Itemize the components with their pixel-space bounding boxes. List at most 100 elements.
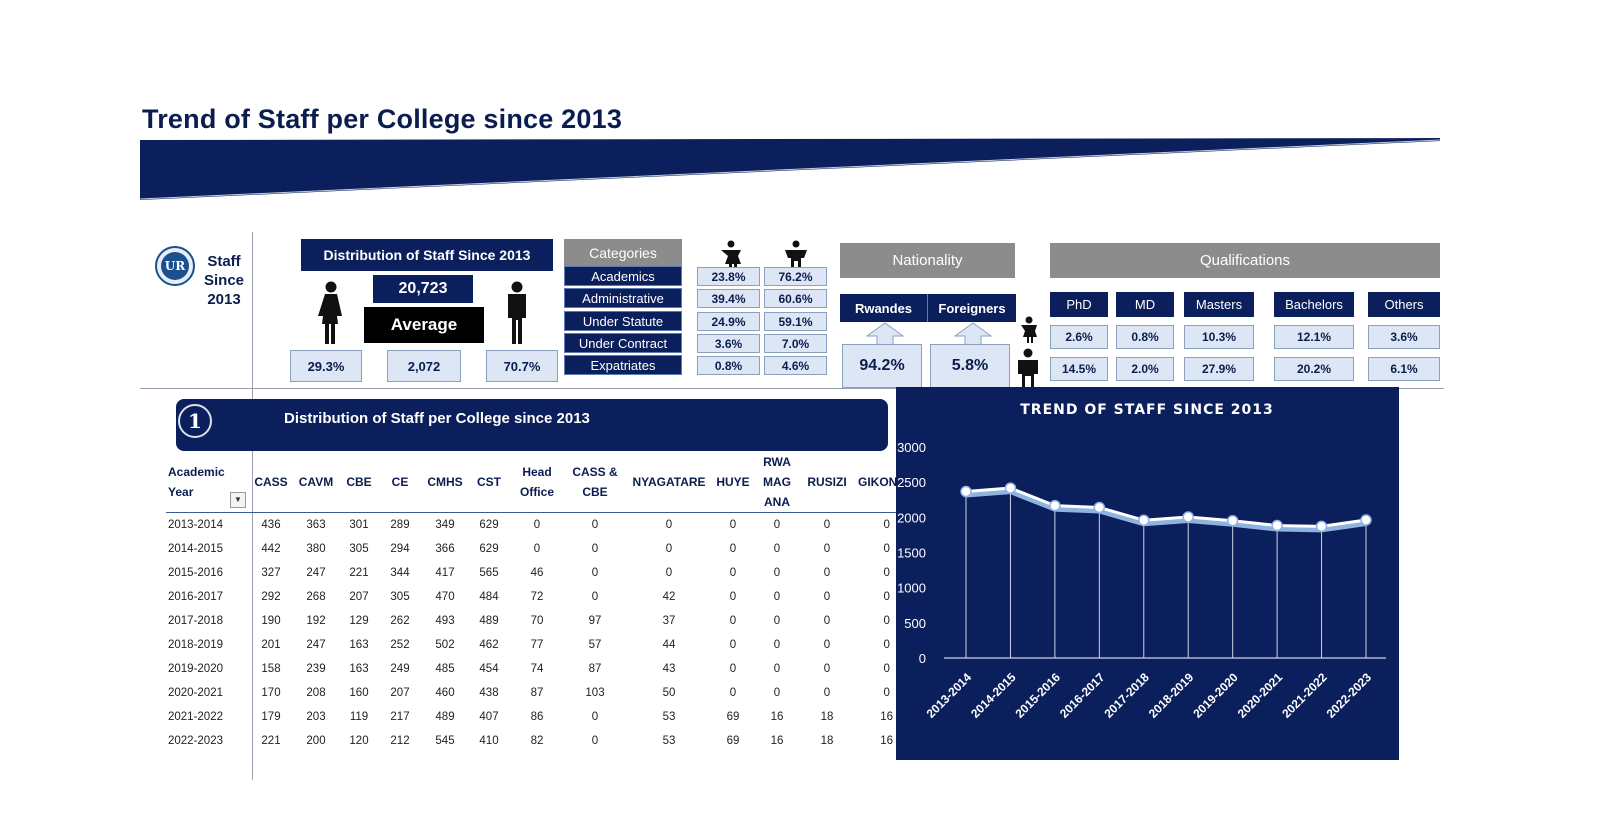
table-cell: 77	[530, 639, 544, 651]
table-row: 2013-201443636330128934962900000002367	[166, 513, 967, 538]
series-line-shadow	[965, 488, 1367, 533]
column-header-line: HUYE	[716, 475, 750, 489]
table-cell: 0	[773, 591, 781, 603]
table-row: 2016-20172922682073054704847204200002140	[166, 585, 967, 609]
table-cell: 344	[390, 567, 410, 579]
table-cell: 0	[533, 543, 541, 555]
table-cell: 489	[479, 615, 499, 627]
table-cell: 0	[773, 615, 781, 627]
column-header-academic-year[interactable]: Academic Year ▼	[166, 452, 250, 513]
table-cell: 0	[823, 543, 831, 555]
y-tick-label: 0	[919, 651, 926, 666]
x-tick-label: 2018-2019	[1146, 670, 1197, 721]
table-cell: 207	[349, 591, 369, 603]
table-cell: 0	[883, 591, 890, 603]
page-title: Trend of Staff per College since 2013	[142, 104, 623, 134]
table-cell: 436	[261, 519, 281, 531]
table-row: 2021-2022 179 203 119 217 489 407 86 0 53 69 16 18 16…	[166, 705, 967, 729]
table-row: 2014-201544238030529436662900000002416	[166, 537, 967, 561]
column-header: CE	[378, 452, 422, 513]
qualification-female-pct: 3.6%	[1368, 325, 1440, 349]
y-tick-label: 2500	[897, 475, 926, 490]
table-cell: 489	[435, 711, 455, 723]
table-cell: 221	[261, 735, 281, 747]
table-cell: 203	[306, 711, 326, 723]
female-icon	[318, 281, 342, 344]
column-header-line: CASS &	[572, 465, 618, 479]
category-male-pct: 60.6%	[764, 289, 827, 308]
filter-dropdown-icon[interactable]: ▼	[230, 492, 246, 508]
qualification-female-pct: 2.6%	[1050, 325, 1108, 349]
category-label: Administrative	[564, 288, 682, 308]
qualification-male-pct: 6.1%	[1368, 357, 1440, 381]
data-point	[1093, 501, 1106, 514]
column-header-line: ANA	[764, 495, 790, 509]
table-cell: 217	[390, 711, 410, 723]
table-cell: 0	[729, 639, 737, 651]
column-header-line: RUSIZI	[807, 475, 847, 489]
data-point	[1315, 520, 1328, 533]
table-cell: 18	[820, 711, 834, 723]
table-cell: 629	[479, 543, 499, 555]
column-header: CST	[468, 452, 510, 513]
table-cell: 170	[261, 687, 281, 699]
table-cell: 0	[665, 519, 673, 531]
qualification-female-pct: 12.1%	[1274, 325, 1354, 349]
table-row: 2022-2023 221 200 120 212 545 410 82 0 53 69 16 18 16…	[166, 729, 967, 753]
table-cell: 0	[773, 663, 781, 675]
table-cell: 327	[261, 567, 281, 579]
table-cell: 545	[435, 735, 455, 747]
table-cell: 0	[883, 663, 890, 675]
table-cell: 0	[591, 591, 599, 603]
table-cell: 16	[770, 711, 784, 723]
y-tick-label: 1500	[897, 546, 926, 561]
table-cell: 82	[530, 735, 544, 747]
distribution-header: Distribution of Staff Since 2013	[301, 239, 553, 271]
ur-logo-icon: UR	[155, 246, 195, 286]
table-cell: 460	[435, 687, 455, 699]
column-header: CASS & CBE	[564, 452, 626, 513]
qualification-label: MD	[1116, 292, 1174, 317]
table-cell: 0	[591, 567, 599, 579]
table-cell: 484	[479, 591, 499, 603]
qualification-label: PhD	[1050, 292, 1108, 317]
trend-chart-panel: TREND OF STAFF SINCE 2013 3000 2500 2000 15…	[896, 387, 1399, 760]
table-cell: 179	[261, 711, 281, 723]
table-cell: 0	[591, 543, 599, 555]
table-cell: 86	[530, 711, 544, 723]
column-header: CBE	[340, 452, 378, 513]
table-cell: 0	[773, 639, 781, 651]
table-cell: 247	[306, 639, 326, 651]
y-tick-label: 500	[904, 616, 926, 631]
qualification-female-pct: 10.3%	[1184, 325, 1254, 349]
table-cell: 160	[349, 687, 369, 699]
y-tick-label: 1000	[897, 581, 926, 596]
table-cell: 0	[883, 615, 890, 627]
table-cell: 192	[306, 615, 326, 627]
table-cell: 629	[479, 519, 499, 531]
male-icon	[508, 281, 526, 344]
female-icon	[721, 240, 741, 271]
nationality-header: Nationality	[840, 243, 1015, 278]
category-male-pct: 76.2%	[764, 267, 827, 286]
table-cell: 0	[883, 687, 890, 699]
table-cell: 97	[588, 615, 602, 627]
table-cell: 53	[662, 735, 676, 747]
section-title: Distribution of Staff per College since …	[284, 410, 590, 427]
category-label: Under Contract	[564, 333, 682, 353]
table-cell: 0	[823, 567, 831, 579]
table-cell: 485	[435, 663, 455, 675]
table-cell: 46	[530, 567, 544, 579]
column-header: CAVM	[292, 452, 340, 513]
qualification-female-pct: 0.8%	[1116, 325, 1174, 349]
category-female-pct: 24.9%	[697, 312, 760, 331]
table-cell: 0	[665, 543, 673, 555]
male-percentage: 70.7%	[486, 350, 558, 382]
category-female-pct: 3.6%	[697, 334, 760, 353]
table-cell: 0	[591, 711, 599, 723]
rwandes-value: 94.2%	[842, 344, 922, 388]
staff-per-college-table: Academic Year ▼ CASS CAVM CBE CE CMHS CST Head Off…	[166, 452, 968, 753]
trend-line-chart: TREND OF STAFF SINCE 2013 3000 2500 2000 15…	[897, 402, 1386, 721]
column-header: NYAGATARE	[626, 452, 712, 513]
table-cell: 0	[823, 591, 831, 603]
